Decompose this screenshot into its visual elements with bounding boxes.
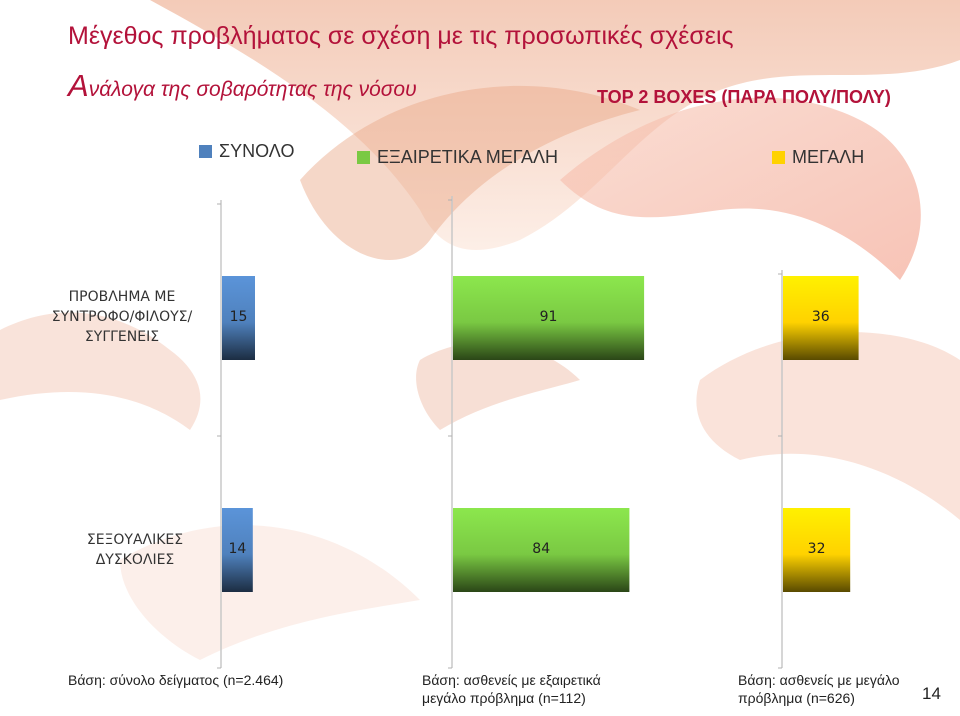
legend-label: ΣΥΝΟΛΟ: [219, 141, 295, 161]
legend-item-synolo: ΣΥΝΟΛΟ: [199, 141, 294, 162]
data-label-yellow-2: 32: [808, 541, 826, 557]
bar-green-1: [453, 276, 645, 360]
base-note-line: μεγάλο πρόβλημα (n=112): [422, 690, 586, 706]
category-label-line: ΔΥΣΚΟΛΙΕΣ: [95, 552, 175, 568]
category-label-line: ΣΥΓΓΕΝΕΙΣ: [84, 329, 160, 345]
category-label-sexoualikes: ΣΕΞΟΥΑΛΙΚΕΣ ΔΥΣΚΟΛΙΕΣ: [60, 530, 210, 570]
legend-label: ΕΞΑΙΡΕΤΙΚΑ ΜΕΓΑΛΗ: [377, 147, 559, 167]
subtitle-initial: Α: [68, 68, 89, 103]
bar-yellow-2: [783, 508, 851, 592]
data-label-green-2: 84: [532, 541, 550, 557]
subtitle-text: νάλογα της σοβαρότητας της νόσου: [88, 78, 417, 101]
slide-subtitle: Ανάλογα της σοβαρότητας της νόσου: [68, 68, 417, 104]
bar-blue-2: [222, 508, 253, 592]
category-label-line: ΣΕΞΟΥΑΛΙΚΕΣ: [86, 532, 184, 548]
bar-blue-1: [222, 276, 255, 360]
base-note-line: Βάση: ασθενείς με εξαιρετικά: [422, 672, 601, 688]
base-note-line: Βάση: ασθενείς με μεγάλο: [738, 672, 900, 688]
base-note-large: Βάση: ασθενείς με μεγάλο πρόβλημα (n=626…: [738, 671, 900, 707]
legend-swatch-blue: [199, 145, 212, 158]
legend-item-exairetika-megali: ΕΞΑΙΡΕΤΙΚΑ ΜΕΓΑΛΗ: [357, 147, 558, 168]
legend-swatch-yellow: [772, 151, 785, 164]
data-label-blue-2: 14: [228, 541, 246, 557]
base-note-line: πρόβλημα (n=626): [738, 690, 855, 706]
bar-yellow-1: [783, 276, 859, 360]
data-label-yellow-1: 36: [812, 309, 830, 325]
base-note-total: Βάση: σύνολο δείγματος (n=2.464): [68, 671, 283, 689]
data-label-green-1: 91: [540, 309, 558, 325]
category-label-problima: ΠΡΟΒΛΗΜΑ ΜΕ ΣΥΝΤΡΟΦΟ/ΦΙΛΟΥΣ/ ΣΥΓΓΕΝΕΙΣ: [40, 287, 204, 347]
category-label-line: ΠΡΟΒΛΗΜΑ ΜΕ: [68, 289, 176, 305]
legend-label: ΜΕΓΑΛΗ: [792, 147, 865, 167]
top-boxes-label: TOP 2 BOXES (ΠΑΡΑ ΠΟΛΥ/ΠΟΛΥ): [597, 87, 891, 107]
legend-swatch-green: [357, 151, 370, 164]
legend-item-megali: ΜΕΓΑΛΗ: [772, 147, 864, 168]
data-label-blue-1: 15: [230, 309, 248, 325]
base-note-extreme: Βάση: ασθενείς με εξαιρετικά μεγάλο πρόβ…: [422, 671, 601, 707]
bar-green-2: [453, 508, 630, 592]
slide-title: Μέγεθος προβλήματος σε σχέση με τις προσ…: [68, 22, 734, 50]
category-label-line: ΣΥΝΤΡΟΦΟ/ΦΙΛΟΥΣ/: [51, 309, 193, 325]
base-note-line: Βάση: σύνολο δείγματος (n=2.464): [68, 672, 284, 688]
page-number: 14: [922, 684, 941, 703]
